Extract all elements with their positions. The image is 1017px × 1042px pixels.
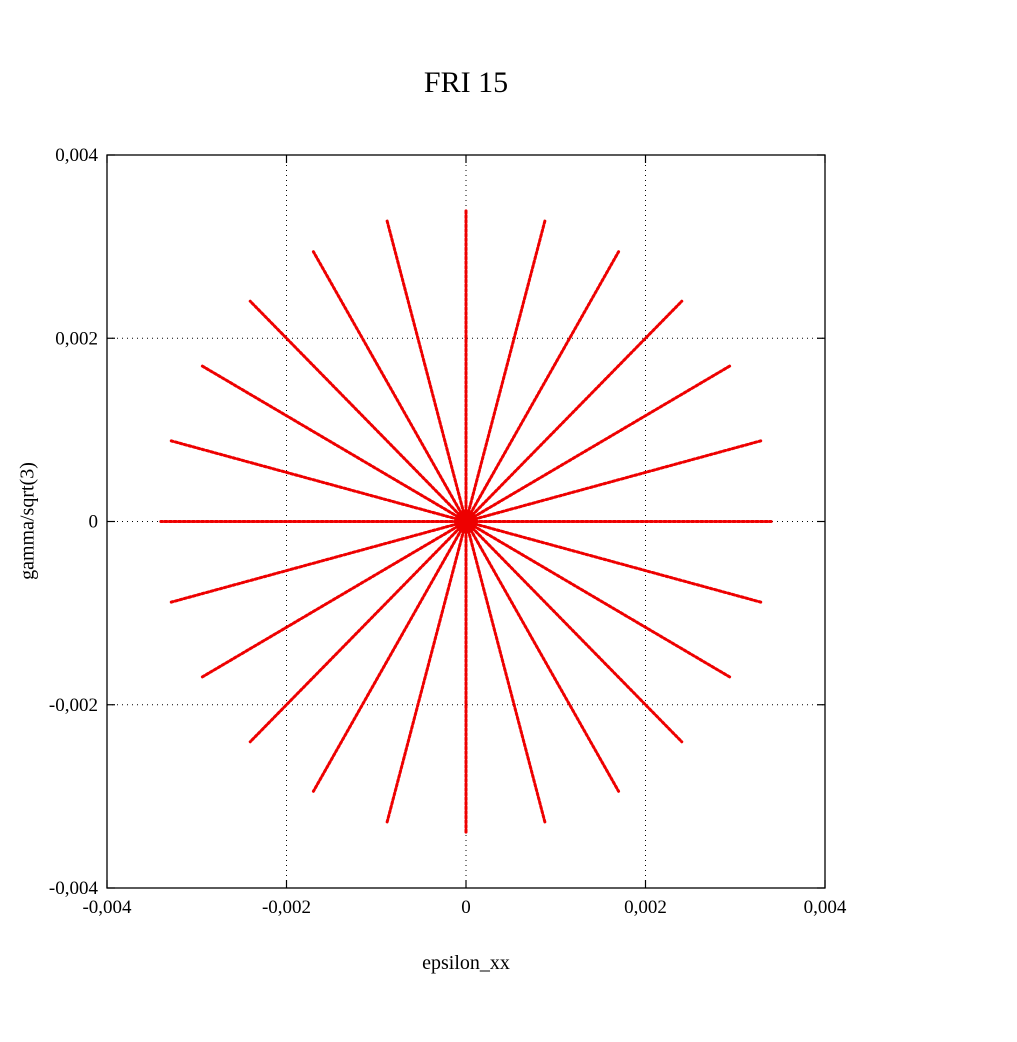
origin-point-cluster xyxy=(456,512,476,531)
data-ray xyxy=(464,439,763,523)
data-ray xyxy=(169,520,468,604)
data-ray xyxy=(311,520,468,793)
data-ray xyxy=(464,520,547,824)
y-axis-label: gamma/sqrt(3) xyxy=(16,462,39,580)
data-ray xyxy=(464,250,621,523)
y-tick-label: -0,004 xyxy=(49,878,99,899)
x-tick-label: -0,002 xyxy=(262,897,311,918)
data-ray xyxy=(464,364,732,523)
data-ray xyxy=(311,250,468,523)
data-ray xyxy=(169,439,468,523)
data-ray xyxy=(248,520,468,744)
data-ray xyxy=(200,364,468,523)
plot-border xyxy=(106,154,826,889)
data-ray xyxy=(464,219,547,523)
y-tick-label: 0,002 xyxy=(55,328,98,349)
data-ray xyxy=(464,520,732,679)
x-tick-label: 0 xyxy=(461,897,471,918)
chart-title: FRI 15 xyxy=(423,66,509,99)
x-tick-label: 0,004 xyxy=(804,897,847,918)
data-ray xyxy=(464,520,763,604)
y-tick-label: 0 xyxy=(89,512,99,533)
data-ray xyxy=(200,520,468,679)
data-ray xyxy=(464,520,621,793)
x-axis-label: epsilon_xx xyxy=(422,952,510,974)
data-ray xyxy=(385,520,468,824)
y-tick-label: -0,002 xyxy=(49,695,98,716)
data-ray xyxy=(464,520,684,744)
data-ray xyxy=(385,219,468,523)
data-ray xyxy=(464,299,684,523)
x-tick-label: 0,002 xyxy=(624,897,667,918)
y-tick-label: 0,004 xyxy=(55,145,98,166)
data-ray xyxy=(248,299,468,523)
x-tick-label: -0,004 xyxy=(82,897,132,918)
